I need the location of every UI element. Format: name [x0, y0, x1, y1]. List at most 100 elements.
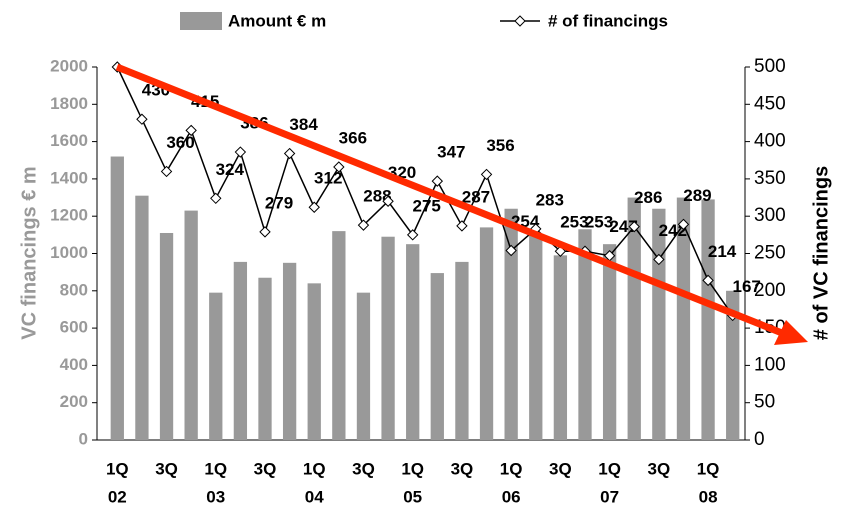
y2-tick-label: 50: [754, 392, 775, 413]
y2-tick-label: 200: [754, 280, 786, 301]
legend-label: Amount € m: [228, 11, 326, 30]
data-label: 247: [609, 217, 637, 236]
line-marker: [259, 226, 271, 238]
trend-arrow: [115, 63, 808, 345]
data-label: 279: [265, 193, 293, 212]
bar: [553, 255, 568, 440]
line-marker: [677, 218, 690, 231]
bar: [233, 261, 248, 440]
bar: [430, 273, 444, 440]
bar: [381, 236, 395, 440]
y-tick-label: 200: [60, 392, 88, 411]
y-tick-label: 1600: [50, 131, 88, 150]
bar: [184, 210, 198, 440]
bar: [356, 292, 371, 440]
x-tick-label: 1Q: [204, 459, 227, 478]
x-tick-label: 1Q: [697, 459, 720, 478]
x-tick-label: 1Q: [106, 459, 129, 478]
y-tick-label: 0: [79, 429, 88, 448]
data-label: 253: [585, 213, 613, 232]
arrow-head: [774, 320, 808, 345]
arrow-shaft: [115, 63, 784, 337]
bar: [479, 227, 494, 440]
bar: [406, 244, 420, 440]
line-marker: [136, 113, 148, 125]
y2-tick-label: 250: [754, 243, 786, 264]
y-tick-label: 400: [60, 355, 88, 374]
data-label: 356: [486, 136, 514, 155]
line-marker: [406, 229, 419, 241]
x-tick-label: 3Q: [451, 459, 474, 478]
data-label: 167: [733, 277, 761, 296]
bar: [701, 199, 715, 440]
bar: [652, 208, 666, 440]
x-tick-label: 3Q: [155, 459, 178, 478]
line-marker: [210, 192, 222, 205]
line-marker: [653, 253, 665, 266]
bar: [602, 244, 617, 440]
line-marker: [234, 146, 247, 158]
line-marker: [382, 195, 394, 207]
line-marker: [333, 161, 345, 173]
x-tick-label: 1Q: [500, 459, 523, 478]
x-tick-label: 3Q: [549, 459, 572, 478]
legend-label: # of financings: [548, 11, 668, 30]
data-label: 253: [560, 213, 588, 232]
data-label: 289: [683, 186, 711, 205]
y-tick-label: 1400: [50, 168, 88, 187]
y2-tick-label: 400: [754, 131, 786, 152]
bar: [504, 208, 518, 440]
bar: [307, 283, 321, 440]
x-tick-label: 1Q: [401, 459, 424, 478]
x-tick-label: 08: [699, 487, 718, 506]
x-tick-label: 1Q: [303, 459, 326, 478]
data-label: 324: [216, 160, 245, 179]
y-tick-label: 1800: [50, 94, 88, 113]
x-tick-label: 02: [108, 487, 127, 506]
line-marker: [308, 201, 320, 213]
y2-tick-label: 100: [754, 354, 786, 375]
line-marker: [160, 165, 173, 178]
x-tick-label: 3Q: [648, 459, 671, 478]
x-tick-label: 03: [206, 487, 225, 506]
data-label: 347: [437, 143, 465, 162]
line-marker: [505, 244, 517, 257]
data-label: 286: [634, 188, 662, 207]
x-tick-label: 1Q: [598, 459, 621, 478]
data-label: 287: [462, 187, 490, 206]
y-axis-title: VC financings € m: [18, 166, 40, 339]
data-label: 214: [708, 242, 737, 261]
line-marker: [357, 219, 370, 231]
line-marker: [702, 274, 714, 287]
data-label: 312: [314, 169, 342, 188]
x-tick-label: 3Q: [352, 459, 375, 478]
line-marker: [185, 124, 197, 137]
line-marker: [480, 168, 493, 181]
bar: [529, 234, 543, 440]
line-marker: [283, 147, 296, 160]
bar: [578, 229, 592, 440]
x-tick-label: 05: [403, 487, 422, 506]
bar: [282, 262, 297, 440]
y2-tick-label: 0: [754, 429, 765, 450]
data-label: 384: [289, 115, 318, 134]
bar: [627, 197, 641, 440]
y-tick-label: 2000: [50, 56, 88, 75]
data-label: 275: [413, 196, 441, 215]
y2-axis-title: # of VC financings: [810, 166, 832, 340]
y-tick-label: 600: [60, 318, 88, 337]
line-marker: [456, 220, 468, 232]
x-tick-label: 07: [600, 487, 619, 506]
data-label: 360: [166, 133, 194, 152]
bar: [258, 277, 272, 440]
bar: [159, 232, 174, 440]
y2-tick-label: 350: [754, 168, 786, 189]
bar: [209, 292, 223, 440]
line: [116, 66, 734, 316]
data-label: 366: [339, 128, 367, 147]
data-label: 283: [536, 190, 564, 209]
y-tick-label: 800: [60, 280, 88, 299]
bar: [332, 231, 346, 440]
legend-marker: [514, 15, 526, 27]
